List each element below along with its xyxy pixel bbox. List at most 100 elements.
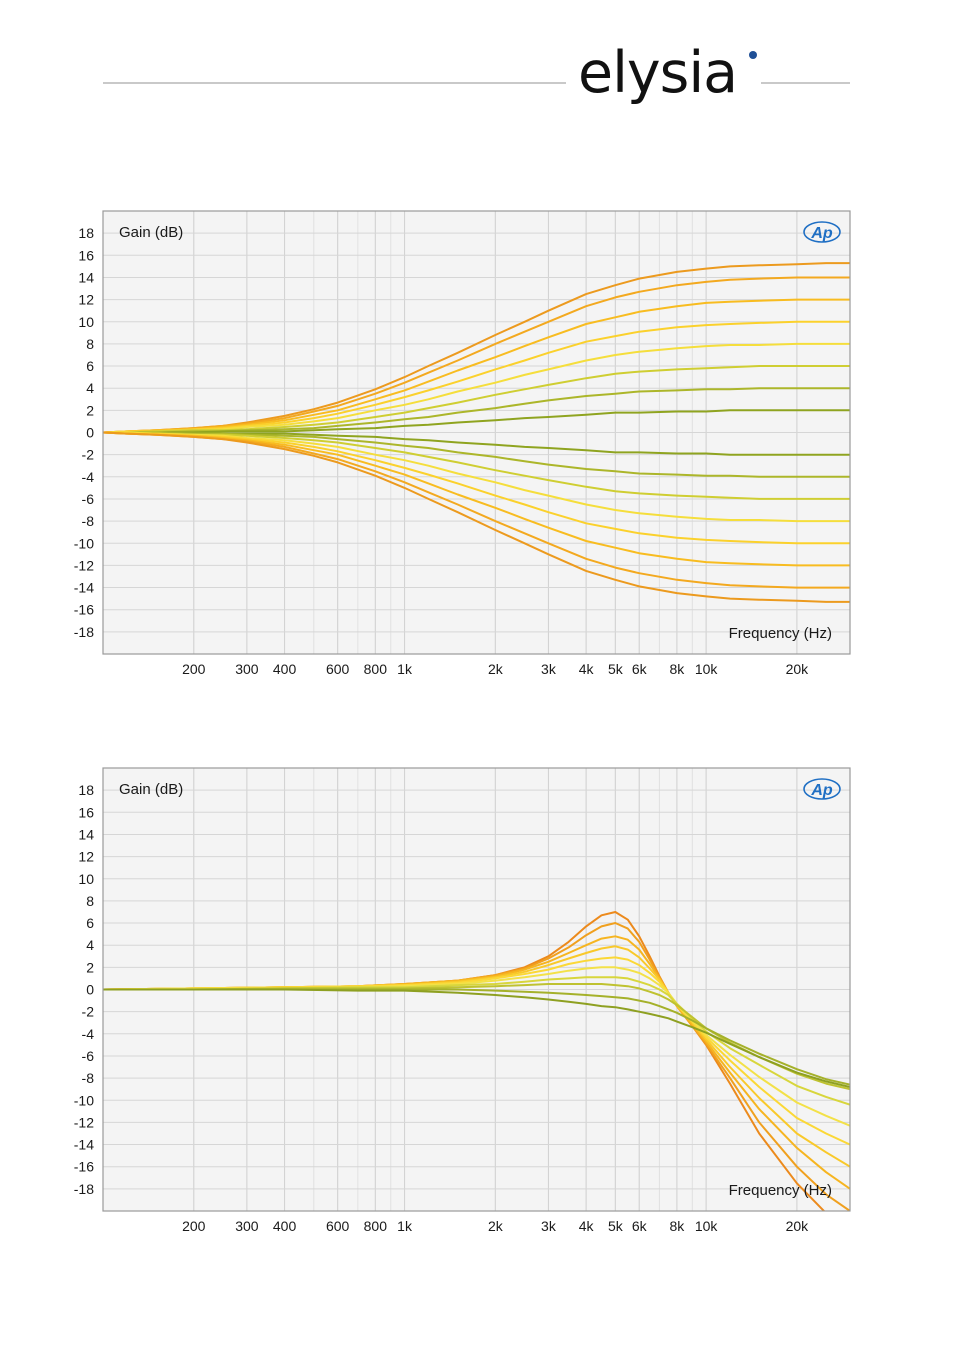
y-tick-label: -6 <box>82 1048 95 1064</box>
x-tick-label: 800 <box>364 1218 388 1234</box>
y-axis-label: Gain (dB) <box>119 781 183 798</box>
y-tick-label: 8 <box>86 893 94 909</box>
series-line <box>103 276 850 434</box>
series-line <box>103 431 850 478</box>
y-tick-label: 14 <box>78 269 94 285</box>
y-tick-label: 6 <box>86 358 94 374</box>
y-tick-label: -4 <box>82 1026 95 1042</box>
series-line <box>103 983 850 1091</box>
plot-frame <box>102 210 851 655</box>
ap-logo-ring <box>803 778 841 800</box>
series-line <box>103 988 850 1088</box>
x-tick-label: 3k <box>541 661 557 677</box>
x-tick-label: 300 <box>235 661 259 677</box>
series-line <box>103 431 850 545</box>
x-axis-label: Frequency (Hz) <box>729 1182 832 1199</box>
x-tick-label: 400 <box>273 1218 297 1234</box>
y-tick-label: 0 <box>86 425 94 441</box>
x-tick-label: 10k <box>695 1218 719 1234</box>
y-tick-label: -2 <box>82 447 95 463</box>
header-rule-right <box>761 82 850 84</box>
x-tick-label: 1k <box>397 1218 413 1234</box>
y-tick-label: -14 <box>74 1137 94 1153</box>
x-tick-label: 800 <box>364 661 388 677</box>
x-tick-label: 200 <box>182 1218 206 1234</box>
x-tick-labels: 200 300 400 600 800 1k 2k 3k 4k 5k 6k 8k 10k 20k <box>182 1218 809 1234</box>
y-tick-label: -14 <box>74 580 94 596</box>
y-tick-label: 12 <box>78 849 94 865</box>
ap-logo-ring <box>803 221 841 243</box>
y-tick-label: -8 <box>82 1070 95 1086</box>
x-tick-label: 2k <box>488 661 504 677</box>
x-tick-label: 2k <box>488 1218 504 1234</box>
x-tick-label: 8k <box>669 661 685 677</box>
y-tick-label: 16 <box>78 804 94 820</box>
x-tick-label: 3k <box>541 1218 557 1234</box>
y-tick-label: -2 <box>82 1004 95 1020</box>
y-tick-label: -8 <box>82 513 95 529</box>
ap-logo-text: Ap <box>810 225 833 242</box>
y-tick-label: -12 <box>74 557 94 573</box>
y-tick-label: -10 <box>74 1092 94 1108</box>
y-tick-label: 16 <box>78 247 94 263</box>
plot-frame <box>102 767 851 1212</box>
x-tick-label: 8k <box>669 1218 685 1234</box>
series-line <box>103 956 850 1146</box>
x-tick-label: 600 <box>326 661 350 677</box>
y-tick-label: 8 <box>86 336 94 352</box>
y-tick-label: -16 <box>74 1159 94 1175</box>
series-line <box>103 342 850 434</box>
x-tick-label: 20k <box>786 661 810 677</box>
series-group <box>103 262 850 603</box>
series-line <box>103 976 850 1106</box>
y-tick-label: 0 <box>86 982 94 998</box>
y-tick-label: 10 <box>78 871 94 887</box>
page-header: elysia <box>0 0 953 140</box>
shelving-eq-chart: 18 16 14 12 10 8 6 4 2 0 -2 -4 -6 -8 -10 -12 -14 -16 -18 20… <box>74 210 851 677</box>
x-axis-label: Frequency (Hz) <box>729 625 832 642</box>
y-tick-label: -12 <box>74 1114 94 1130</box>
y-tick-label: 10 <box>78 314 94 330</box>
x-tick-label: 5k <box>608 1218 624 1234</box>
peak-eq-chart: 18 16 14 12 10 8 6 4 2 0 -2 -4 -6 -8 -10 -12 -14 -16 -18 20… <box>74 767 851 1234</box>
y-axis-label: Gain (dB) <box>119 224 183 241</box>
series-line <box>103 935 850 1190</box>
y-tick-label: 12 <box>78 292 94 308</box>
x-tick-label: 600 <box>326 1218 350 1234</box>
series-line <box>103 320 850 434</box>
y-tick-label: 18 <box>78 782 94 798</box>
y-tick-label: 4 <box>86 937 94 953</box>
x-tick-label: 5k <box>608 661 624 677</box>
x-tick-label: 4k <box>579 1218 595 1234</box>
y-tick-label: -18 <box>74 1181 94 1197</box>
series-line <box>103 431 850 603</box>
y-tick-label: -16 <box>74 602 94 618</box>
y-tick-label: -6 <box>82 491 95 507</box>
y-tick-labels: 18 16 14 12 10 8 6 4 2 0 -2 -4 -6 -8 -10 -12 -14 -16 -18 <box>74 225 94 640</box>
ap-logo-icon: Ap <box>803 221 841 243</box>
x-tick-labels: 200 300 400 600 800 1k 2k 3k 4k 5k 6k 8k 10k 20k <box>182 661 809 677</box>
series-line <box>103 409 850 434</box>
x-tick-label: 6k <box>632 1218 648 1234</box>
series-line <box>103 431 850 567</box>
x-tick-label: 4k <box>579 661 595 677</box>
logo-dot-icon <box>749 51 757 59</box>
y-tick-label: 4 <box>86 380 94 396</box>
series-group <box>103 911 850 1211</box>
x-tick-label: 6k <box>632 661 648 677</box>
x-tick-label: 10k <box>695 661 719 677</box>
y-tick-label: -10 <box>74 535 94 551</box>
series-line <box>103 298 850 434</box>
x-tick-label: 200 <box>182 661 206 677</box>
x-tick-label: 300 <box>235 1218 259 1234</box>
x-tick-label: 400 <box>273 661 297 677</box>
y-tick-label: 2 <box>86 959 94 975</box>
elysia-logo: elysia <box>578 40 738 106</box>
x-tick-label: 1k <box>397 661 413 677</box>
header-rule-left <box>103 82 566 84</box>
grid <box>103 768 850 1211</box>
ap-logo-text: Ap <box>810 782 833 799</box>
y-tick-label: 14 <box>78 826 94 842</box>
series-line <box>103 966 850 1127</box>
series-line <box>103 365 850 434</box>
